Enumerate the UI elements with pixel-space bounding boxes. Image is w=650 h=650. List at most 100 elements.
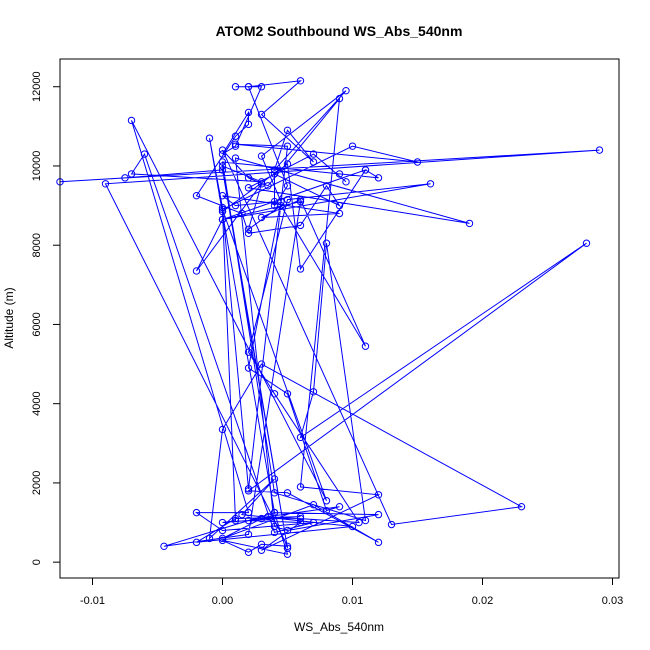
data-point [257, 514, 266, 523]
data-point [283, 182, 292, 190]
data-point [348, 522, 357, 531]
data-point [595, 146, 604, 154]
data-point [192, 508, 201, 517]
x-tick-label: 0.03 [602, 595, 623, 607]
data-point [335, 209, 344, 218]
x-axis-label: WS_Abs_540nm [294, 620, 384, 634]
data-point [264, 512, 272, 521]
data-point [244, 174, 253, 182]
data-point [257, 360, 266, 368]
y-tick-label: 2000 [31, 471, 43, 495]
data-point [218, 536, 227, 545]
x-axis: -0.01 0.00 0.01 0.02 0.03 [80, 577, 623, 607]
data-point [335, 170, 344, 178]
data-point [218, 146, 227, 154]
data-point [296, 483, 305, 491]
data-point [218, 158, 227, 166]
data-point [387, 520, 396, 529]
data-point [218, 166, 227, 174]
data-point [244, 348, 253, 356]
data-point [335, 502, 344, 511]
data-point [244, 108, 253, 117]
data-point [374, 174, 383, 182]
data-point [231, 83, 240, 91]
data-point [309, 150, 318, 158]
data-point [244, 184, 253, 192]
data-point [296, 197, 305, 206]
chart-title: ATOM2 Southbound WS_Abs_540nm [216, 23, 463, 39]
data-point [309, 158, 318, 166]
data-point [270, 475, 279, 483]
data-point [244, 225, 253, 234]
x-tick-label: 0.02 [472, 595, 493, 607]
data-point [296, 512, 305, 521]
data-point [257, 540, 266, 549]
data-point [218, 191, 227, 200]
data-point [192, 538, 201, 547]
data-point [374, 510, 383, 519]
data-point [231, 514, 240, 523]
data-point [322, 497, 331, 505]
data-point [335, 201, 344, 210]
data-point [160, 542, 168, 551]
data-point [218, 534, 227, 543]
data-point [218, 518, 227, 527]
y-tick-label: 0 [31, 559, 43, 565]
data-point [355, 518, 363, 527]
data-point [257, 110, 266, 119]
data-point [218, 207, 227, 216]
y-tick-label: 10000 [31, 151, 43, 182]
data-point [517, 502, 526, 511]
data-point [257, 83, 266, 91]
data-point [296, 221, 305, 230]
data-point [309, 501, 318, 509]
data-point [322, 506, 331, 515]
data-point [361, 516, 370, 525]
data-point [322, 239, 331, 247]
data-point [205, 534, 214, 543]
data-point [192, 191, 201, 200]
y-axis-label: Altitude (m) [2, 287, 16, 348]
data-point [238, 209, 246, 218]
data-point [283, 390, 292, 398]
data-point [218, 150, 227, 158]
data-point [283, 542, 292, 551]
data-point [257, 152, 266, 160]
data-point [244, 487, 253, 495]
data-point [322, 182, 331, 190]
data-point [244, 229, 253, 238]
data-point [121, 174, 129, 182]
data-point [283, 142, 292, 150]
data-point [218, 205, 227, 214]
data-point [244, 120, 253, 129]
data-point [374, 538, 383, 547]
data-point [218, 425, 227, 434]
data-point [101, 180, 110, 188]
data-point [127, 116, 136, 125]
data-point [127, 170, 136, 178]
data-point [270, 166, 279, 174]
data-point [140, 150, 149, 158]
data-point [192, 267, 201, 275]
data-point [283, 126, 292, 135]
data-point [264, 182, 272, 190]
data-point [342, 178, 350, 186]
data-point [257, 178, 266, 186]
data-point [465, 219, 474, 228]
data-point [582, 239, 591, 247]
x-tick-label: 0.00 [212, 595, 233, 607]
data-point [283, 489, 292, 497]
data-point [238, 510, 246, 519]
data-point [361, 166, 370, 174]
data-point [283, 550, 292, 558]
data-point [335, 94, 344, 103]
data-point [283, 160, 292, 168]
data-point [270, 522, 279, 531]
data-point [205, 134, 214, 142]
data-point [231, 142, 240, 150]
data-point [231, 154, 240, 162]
data-point [244, 485, 253, 493]
data-point [231, 132, 240, 140]
data-point [426, 180, 435, 188]
